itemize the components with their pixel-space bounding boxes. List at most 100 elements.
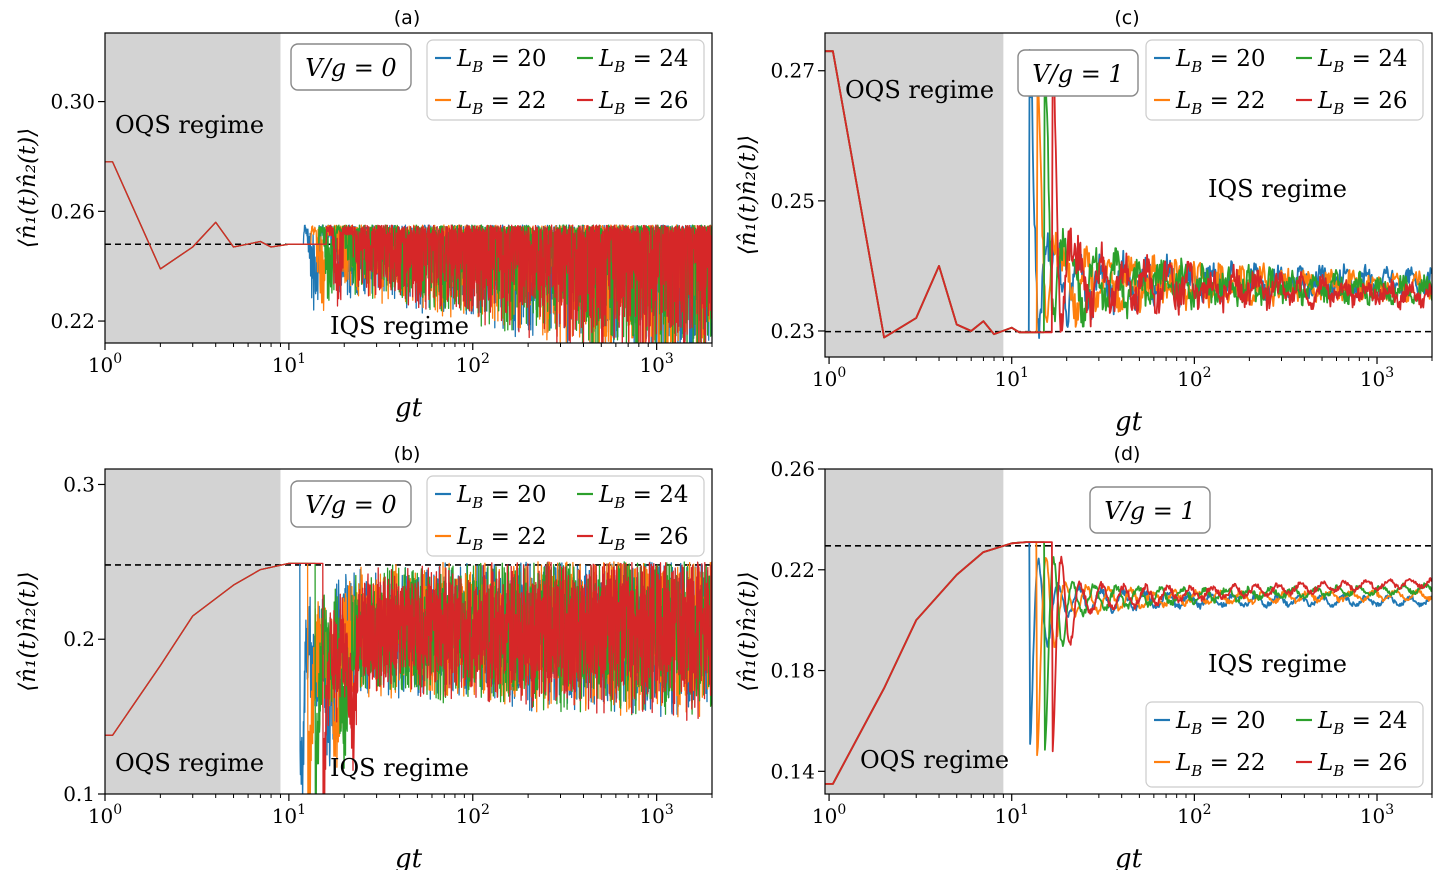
vg-box-text: V/g = 1: [1104, 497, 1195, 525]
x-tick-label: 100: [88, 351, 122, 377]
x-axis: 100 101 102 103 gt: [812, 794, 1433, 870]
y-tick-label: 0.3: [63, 472, 95, 496]
legend: LB = 20 LB = 22 LB = 24 LB = 26: [1145, 701, 1424, 788]
y-tick-label: 0.2: [63, 627, 95, 651]
series-line-22: [825, 541, 1432, 785]
shaded-region: [825, 33, 1004, 357]
y-tick-label: 0.26: [50, 199, 95, 223]
x-tick-label: 103: [639, 802, 673, 828]
x-axis-label: gt: [395, 844, 423, 870]
x-tick-label: 101: [272, 802, 306, 828]
legend-entry: LB = 24: [1317, 46, 1407, 76]
legend: LB = 20 LB = 22 LB = 24 LB = 26: [1145, 39, 1424, 121]
x-axis: 100 101 102 103 gt: [88, 343, 713, 423]
y-tick-label: 0.23: [770, 319, 815, 343]
panel-label: (c): [1114, 7, 1139, 29]
series-line-24: [825, 541, 1432, 785]
x-tick-label: 101: [995, 802, 1029, 828]
y-tick-label: 0.25: [770, 189, 815, 213]
legend-entry: LB = 20: [1175, 46, 1265, 76]
legend-frame: [426, 475, 705, 557]
y-tick-label: 0.22: [50, 309, 95, 333]
legend-entry: LB = 20: [1175, 708, 1265, 738]
panel-label: (b): [394, 443, 421, 465]
legend-entry: LB = 26: [598, 524, 688, 554]
y-axis-label: ⟨n̂₁(t)n̂₂(t)⟩: [15, 571, 41, 691]
legend-entry: LB = 20: [456, 482, 546, 512]
y-axis-label: ⟨n̂₁(t)n̂₂(t)⟩: [735, 571, 761, 691]
y-tick-label: 0.27: [770, 59, 815, 83]
vg-box-frame: [290, 480, 412, 528]
legend: LB = 20 LB = 22 LB = 24 LB = 26: [426, 39, 705, 121]
y-tick-label: 0.22: [770, 558, 815, 582]
legend-entry: LB = 24: [598, 46, 688, 76]
y-tick-label: 0.1: [63, 782, 95, 806]
legend-entry: LB = 22: [456, 88, 546, 118]
vg-box: V/g = 0: [290, 43, 412, 91]
x-axis-label: gt: [395, 393, 423, 423]
iqs-regime-label: IQS regime: [1208, 650, 1347, 678]
x-axis-label: gt: [1115, 407, 1143, 437]
vg-box-frame: [290, 43, 412, 91]
series-line-26: [825, 50, 1432, 339]
y-tick-label: 0.14: [770, 759, 815, 783]
plot-frame: [824, 32, 1433, 358]
x-tick-label: 101: [272, 351, 306, 377]
y-axis: 0.14 0.18 0.22 0.26 ⟨n̂₁(t)n̂₂(t)⟩: [735, 457, 825, 783]
panel-c: (c) OQS regime IQS regime V/g = 1 LB = 20 LB …: [735, 7, 1433, 437]
x-axis-label: gt: [1115, 844, 1143, 870]
legend-entry: LB = 24: [598, 482, 688, 512]
legend-entry: LB = 22: [1175, 88, 1265, 118]
plot-frame: [104, 32, 713, 344]
oqs-regime-label: OQS regime: [860, 746, 1009, 774]
legend-entry: LB = 20: [456, 46, 546, 76]
plot-frame: [104, 468, 713, 795]
x-tick-label: 101: [995, 365, 1029, 391]
vg-box-frame: [1089, 486, 1211, 534]
legend-frame: [1145, 701, 1424, 788]
shaded-region: [105, 469, 281, 794]
plot-frame: [824, 468, 1433, 795]
y-axis: 0.22 0.26 0.30 ⟨n̂₁(t)n̂₂(t)⟩: [15, 90, 105, 333]
x-tick-label: 102: [1177, 365, 1211, 391]
series-line-26: [105, 561, 712, 794]
legend-entry: LB = 26: [1317, 750, 1407, 780]
panel-label: (d): [1114, 443, 1141, 465]
vg-box-frame: [1017, 49, 1139, 97]
y-tick-label: 0.18: [770, 659, 815, 683]
vg-box: V/g = 1: [1017, 49, 1139, 97]
x-tick-label: 103: [1360, 802, 1394, 828]
x-tick-label: 102: [1177, 802, 1211, 828]
oqs-regime-label: OQS regime: [845, 76, 994, 104]
series-group: [105, 161, 712, 343]
vg-box: V/g = 0: [290, 480, 412, 528]
x-tick-label: 102: [456, 351, 490, 377]
oqs-regime-label: OQS regime: [115, 111, 264, 139]
legend-entry: LB = 22: [1175, 750, 1265, 780]
series-group: [105, 561, 712, 794]
x-tick-label: 100: [812, 802, 846, 828]
vg-box-text: V/g = 0: [305, 491, 396, 519]
x-tick-label: 103: [639, 351, 673, 377]
legend: LB = 20 LB = 22 LB = 24 LB = 26: [426, 475, 705, 557]
series-group: [825, 541, 1432, 785]
x-tick-label: 100: [812, 365, 846, 391]
vg-box-text: V/g = 0: [305, 54, 396, 82]
legend-entry: LB = 24: [1317, 708, 1407, 738]
y-axis-label: ⟨n̂₁(t)n̂₂(t)⟩: [735, 135, 761, 255]
y-tick-label: 0.26: [770, 457, 815, 481]
series-line-26: [825, 541, 1432, 785]
y-tick-label: 0.30: [50, 90, 95, 114]
legend-frame: [1145, 39, 1424, 121]
legend-entry: LB = 22: [456, 524, 546, 554]
y-axis-label: ⟨n̂₁(t)n̂₂(t)⟩: [15, 128, 41, 248]
shaded-region: [825, 469, 1004, 794]
vg-box: V/g = 1: [1089, 486, 1211, 534]
x-axis: 100 101 102 103 gt: [88, 794, 713, 870]
x-axis: 100 101 102 103 gt: [812, 357, 1433, 437]
series-line-26: [105, 161, 712, 343]
iqs-regime-label: IQS regime: [1208, 175, 1347, 203]
oqs-regime-label: OQS regime: [115, 749, 264, 777]
